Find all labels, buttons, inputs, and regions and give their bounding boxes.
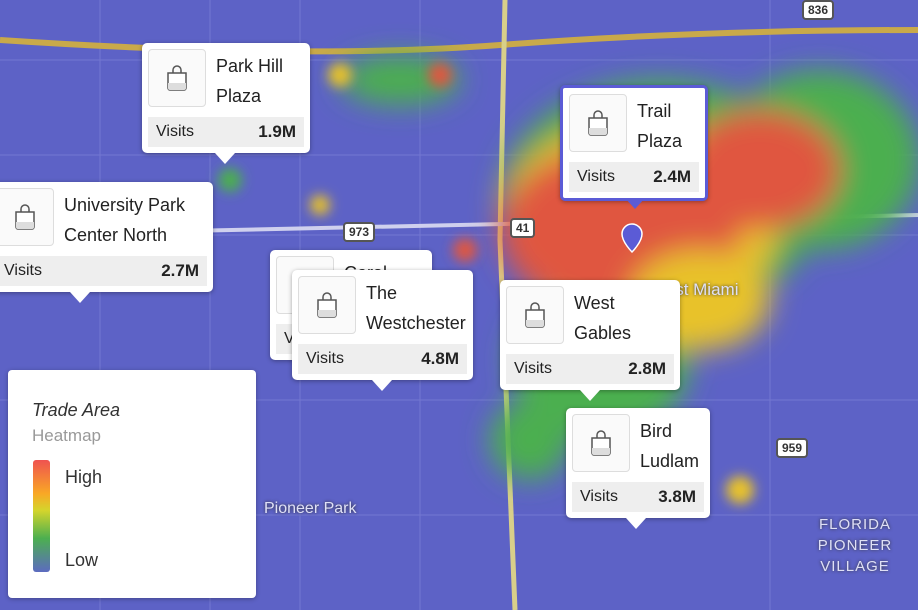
metric-label: Visits bbox=[577, 168, 615, 185]
card-header: West Gables bbox=[506, 286, 674, 350]
bag-icon bbox=[591, 430, 611, 456]
card-pointer bbox=[215, 153, 235, 164]
place-card[interactable]: University Park Center North Visits 2.7M bbox=[0, 182, 213, 303]
card-header: Trail Plaza bbox=[569, 94, 699, 158]
road-shield: 973 bbox=[343, 222, 376, 242]
map-label: Pioneer Park bbox=[264, 500, 357, 517]
legend-gradient bbox=[33, 460, 50, 572]
place-card[interactable]: Trail Plaza Visits 2.4M bbox=[560, 85, 708, 209]
shopping-icon bbox=[148, 49, 206, 107]
legend-subtitle: Heatmap bbox=[32, 426, 101, 445]
metric-label: Visits bbox=[4, 262, 42, 279]
place-card[interactable]: West Gables Visits 2.8M bbox=[500, 280, 680, 401]
legend-high: High bbox=[65, 467, 103, 487]
metric-label: Visits bbox=[156, 123, 194, 140]
place-card[interactable]: Park Hill Plaza Visits 1.9M bbox=[142, 43, 310, 164]
card-pointer bbox=[372, 380, 392, 391]
bag-icon bbox=[167, 65, 187, 91]
card-header: Park Hill Plaza bbox=[148, 49, 304, 113]
road-shield: 836 bbox=[802, 0, 835, 20]
place-name: Park Hill Plaza bbox=[216, 56, 284, 106]
map-label: FLORIDA PIONEER VILLAGE bbox=[817, 516, 893, 575]
bag-icon bbox=[525, 302, 545, 328]
card-header: University Park Center North bbox=[0, 188, 207, 252]
metric-row: Visits 2.4M bbox=[569, 162, 699, 192]
metric-value: 2.4M bbox=[653, 167, 691, 186]
bag-icon bbox=[588, 110, 608, 136]
metric-label: Visits bbox=[580, 488, 618, 505]
shopping-icon bbox=[298, 276, 356, 334]
metric-row: Visits 4.8M bbox=[298, 344, 467, 374]
card-pointer bbox=[70, 292, 90, 303]
legend: Trade Area Heatmap High Low bbox=[8, 370, 256, 598]
place-name: Bird Ludlam bbox=[640, 421, 700, 471]
metric-row: Visits 3.8M bbox=[572, 482, 704, 512]
shopping-icon bbox=[569, 94, 627, 152]
road-shield: 959 bbox=[776, 438, 809, 458]
metric-row: Visits 2.7M bbox=[0, 256, 207, 286]
metric-value: 2.7M bbox=[161, 261, 199, 280]
place-card[interactable]: The Westchester Visits 4.8M bbox=[292, 270, 473, 391]
shopping-icon bbox=[0, 188, 54, 246]
place-name: Trail Plaza bbox=[637, 101, 683, 151]
place-name: West Gables bbox=[574, 293, 632, 343]
metric-value: 1.9M bbox=[258, 122, 296, 141]
location-pin[interactable] bbox=[621, 223, 643, 254]
legend-title: Trade Area bbox=[32, 400, 121, 420]
shopping-icon bbox=[572, 414, 630, 472]
card-header: Bird Ludlam bbox=[572, 414, 704, 478]
card-pointer bbox=[625, 198, 645, 209]
metric-value: 2.8M bbox=[628, 359, 666, 378]
metric-row: Visits 1.9M bbox=[148, 117, 304, 147]
place-card[interactable]: Bird Ludlam Visits 3.8M bbox=[566, 408, 710, 529]
card-pointer bbox=[580, 390, 600, 401]
place-name: University Park Center North bbox=[64, 195, 186, 245]
bag-icon bbox=[317, 292, 337, 318]
metric-label: Visits bbox=[306, 350, 344, 367]
card-header: The Westchester bbox=[298, 276, 467, 340]
metric-label: Visits bbox=[514, 360, 552, 377]
shopping-icon bbox=[506, 286, 564, 344]
place-name: The Westchester bbox=[366, 283, 466, 333]
card-pointer bbox=[626, 518, 646, 529]
road-shield: 41 bbox=[510, 218, 536, 238]
legend-low: Low bbox=[65, 550, 99, 570]
bag-icon bbox=[15, 204, 35, 230]
metric-row: Visits 2.8M bbox=[506, 354, 674, 384]
metric-value: 4.8M bbox=[421, 349, 459, 368]
metric-value: 3.8M bbox=[658, 487, 696, 506]
